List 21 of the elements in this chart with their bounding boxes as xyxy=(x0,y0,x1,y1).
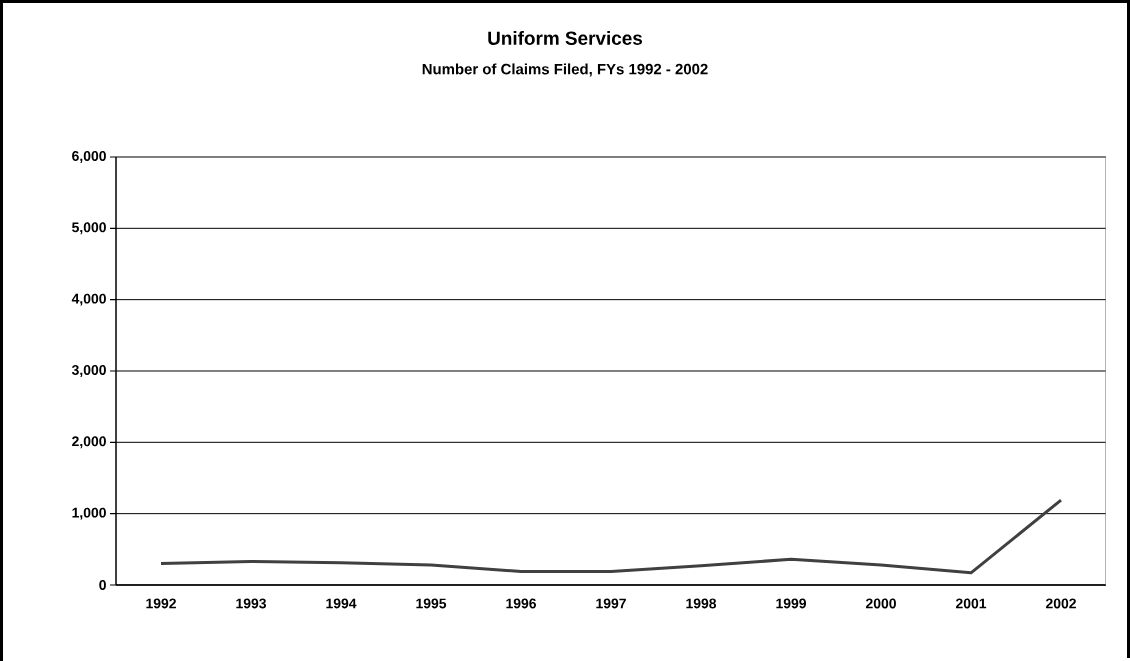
x-tick-label: 1994 xyxy=(326,598,357,609)
y-tick-label: 3,000 xyxy=(71,365,106,377)
x-tick-label: 2002 xyxy=(1045,598,1076,609)
line-series xyxy=(159,498,1063,575)
x-tick-label: 1993 xyxy=(236,598,267,609)
x-tick-label: 1995 xyxy=(416,598,447,609)
x-tick-label: 1999 xyxy=(776,598,807,609)
x-tick-label: 2000 xyxy=(865,598,896,609)
x-tick-label: 2001 xyxy=(955,598,987,609)
y-tick-label: 4,000 xyxy=(71,293,106,306)
y-tick-label: 2,000 xyxy=(72,436,106,449)
x-tick-label: 1998 xyxy=(686,598,717,609)
y-tick-label: 5,000 xyxy=(72,222,106,235)
x-tick-label: 1996 xyxy=(506,598,537,609)
chart-subtitle: Number of Claims Filed, FYs 1992 - 2002 xyxy=(422,63,708,77)
x-tick-label: 1997 xyxy=(596,598,626,609)
x-tick-label: 1992 xyxy=(146,598,176,609)
chart-title: Uniform Services xyxy=(488,31,643,45)
y-tick-label: 6,000 xyxy=(72,151,106,163)
y-tick-label: 1,000 xyxy=(72,507,106,520)
y-tick-label: 0 xyxy=(99,580,106,590)
